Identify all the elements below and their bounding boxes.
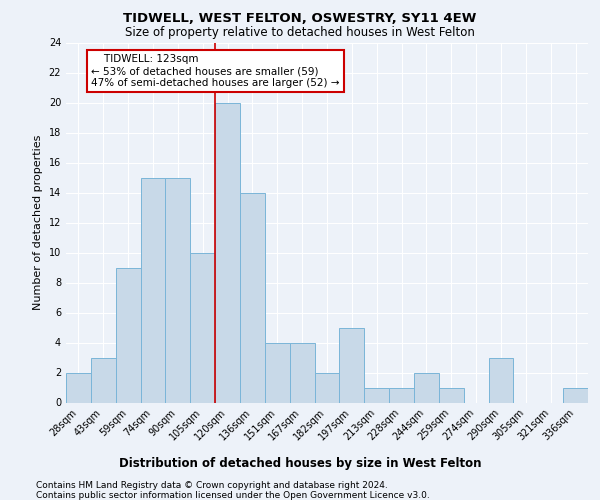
Text: TIDWELL, WEST FELTON, OSWESTRY, SY11 4EW: TIDWELL, WEST FELTON, OSWESTRY, SY11 4EW: [124, 12, 476, 26]
Bar: [563, 388, 588, 402]
Bar: [414, 372, 439, 402]
Text: TIDWELL: 123sqm
← 53% of detached houses are smaller (59)
47% of semi-detached h: TIDWELL: 123sqm ← 53% of detached houses…: [91, 54, 340, 88]
Bar: [116, 268, 140, 402]
Text: Contains public sector information licensed under the Open Government Licence v3: Contains public sector information licen…: [36, 491, 430, 500]
Bar: [340, 328, 364, 402]
Bar: [240, 192, 265, 402]
Text: Size of property relative to detached houses in West Felton: Size of property relative to detached ho…: [125, 26, 475, 39]
Bar: [389, 388, 414, 402]
Bar: [91, 358, 116, 403]
Bar: [364, 388, 389, 402]
Bar: [439, 388, 464, 402]
Bar: [190, 252, 215, 402]
Bar: [290, 342, 314, 402]
Bar: [265, 342, 290, 402]
Bar: [314, 372, 340, 402]
Bar: [215, 102, 240, 403]
Text: Contains HM Land Registry data © Crown copyright and database right 2024.: Contains HM Land Registry data © Crown c…: [36, 481, 388, 490]
Text: Distribution of detached houses by size in West Felton: Distribution of detached houses by size …: [119, 458, 481, 470]
Y-axis label: Number of detached properties: Number of detached properties: [33, 135, 43, 310]
Bar: [140, 178, 166, 402]
Bar: [66, 372, 91, 402]
Bar: [488, 358, 514, 403]
Bar: [166, 178, 190, 402]
